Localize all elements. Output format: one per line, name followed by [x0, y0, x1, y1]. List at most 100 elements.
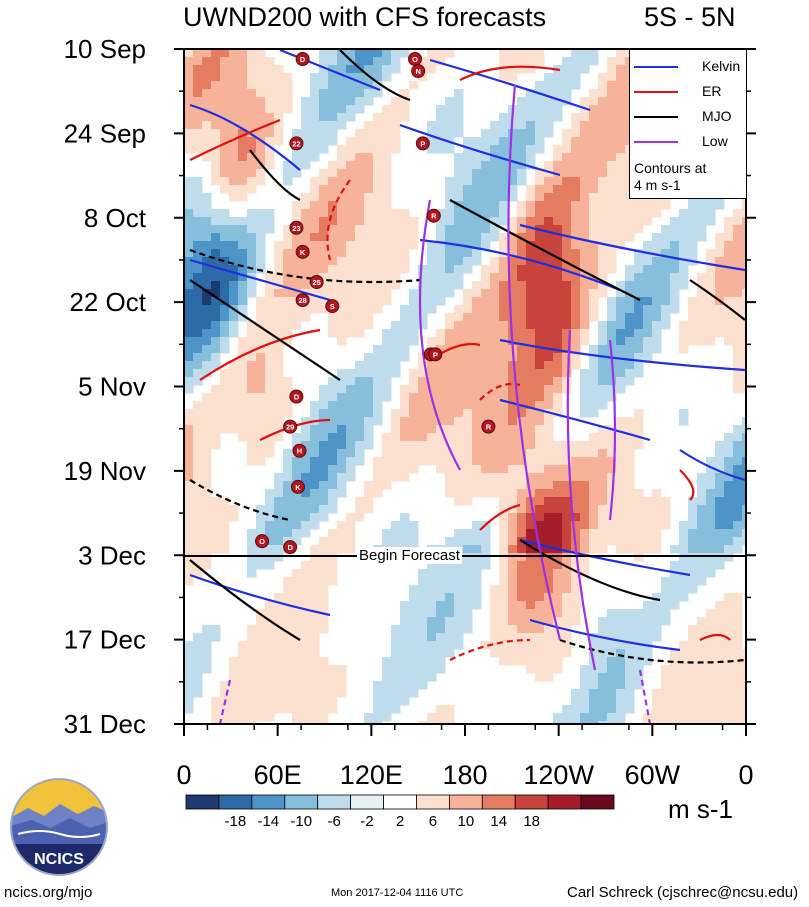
field-cell	[193, 521, 203, 530]
field-cell	[517, 465, 527, 474]
field-cell	[634, 353, 644, 362]
field-cell	[625, 361, 635, 370]
field-cell	[463, 601, 473, 610]
field-cell	[256, 665, 266, 674]
field-cell	[679, 281, 689, 290]
field-cell	[697, 233, 707, 242]
field-cell	[526, 49, 536, 58]
field-cell	[580, 305, 590, 314]
field-cell	[373, 209, 383, 218]
field-cell	[544, 449, 554, 458]
field-cell	[454, 161, 464, 170]
field-cell	[697, 201, 707, 210]
legend-item-mjo: MJO	[634, 108, 744, 126]
field-cell	[454, 625, 464, 634]
field-cell	[184, 281, 194, 290]
field-cell	[427, 289, 437, 298]
field-cell	[400, 113, 410, 122]
field-cell	[220, 113, 230, 122]
colorbar-swatch	[481, 794, 516, 810]
field-cell	[454, 425, 464, 434]
field-cell	[607, 713, 617, 722]
field-cell	[265, 689, 275, 698]
field-cell	[535, 577, 545, 586]
field-cell	[364, 169, 374, 178]
field-cell	[400, 89, 410, 98]
field-cell	[589, 313, 599, 322]
field-cell	[256, 513, 266, 522]
field-cell	[193, 177, 203, 186]
field-cell	[184, 657, 194, 666]
field-cell	[229, 57, 239, 66]
field-cell	[616, 433, 626, 442]
field-cell	[463, 177, 473, 186]
field-cell	[697, 681, 707, 690]
field-cell	[742, 689, 746, 698]
field-cell	[553, 313, 563, 322]
field-cell	[715, 625, 725, 634]
field-cell	[481, 241, 491, 250]
field-cell	[535, 201, 545, 210]
field-cell	[319, 713, 329, 722]
field-cell	[607, 305, 617, 314]
field-cell	[616, 161, 626, 170]
field-cell	[724, 465, 734, 474]
field-cell	[319, 97, 329, 106]
field-cell	[193, 217, 203, 226]
field-cell	[418, 673, 428, 682]
field-cell	[328, 553, 338, 562]
field-cell	[454, 345, 464, 354]
field-cell	[202, 481, 212, 490]
field-cell	[301, 129, 311, 138]
field-cell	[436, 233, 446, 242]
field-cell	[409, 409, 419, 418]
field-cell	[670, 297, 680, 306]
field-cell	[328, 233, 338, 242]
field-cell	[382, 161, 392, 170]
field-cell	[337, 449, 347, 458]
field-cell	[616, 721, 626, 724]
field-cell	[445, 601, 455, 610]
field-cell	[481, 361, 491, 370]
field-cell	[553, 537, 563, 546]
field-cell	[706, 617, 716, 626]
field-cell	[337, 161, 347, 170]
field-cell	[364, 305, 374, 314]
field-cell	[211, 169, 221, 178]
field-cell	[337, 681, 347, 690]
field-cell	[427, 361, 437, 370]
field-cell	[202, 641, 212, 650]
field-cell	[580, 193, 590, 202]
field-cell	[193, 553, 203, 562]
field-cell	[229, 313, 239, 322]
field-cell	[562, 65, 572, 74]
field-cell	[220, 97, 230, 106]
field-cell	[508, 393, 518, 402]
field-cell	[283, 313, 293, 322]
field-cell	[409, 625, 419, 634]
field-cell	[256, 521, 266, 530]
field-cell	[445, 249, 455, 258]
field-cell	[652, 345, 662, 354]
field-cell	[499, 465, 509, 474]
field-cell	[319, 73, 329, 82]
field-cell	[211, 281, 221, 290]
field-cell	[355, 377, 365, 386]
field-cell	[589, 345, 599, 354]
field-cell	[229, 105, 239, 114]
field-cell	[256, 681, 266, 690]
field-cell	[220, 233, 230, 242]
field-cell	[355, 129, 365, 138]
field-cell	[634, 345, 644, 354]
field-cell	[490, 609, 500, 618]
field-cell	[553, 665, 563, 674]
field-cell	[526, 641, 536, 650]
field-cell	[328, 89, 338, 98]
field-cell	[526, 361, 536, 370]
footer-url[interactable]: ncics.org/mjo	[4, 884, 93, 901]
field-cell	[661, 281, 671, 290]
field-cell	[337, 457, 347, 466]
field-cell	[679, 521, 689, 530]
field-cell	[526, 289, 536, 298]
field-cell	[589, 129, 599, 138]
